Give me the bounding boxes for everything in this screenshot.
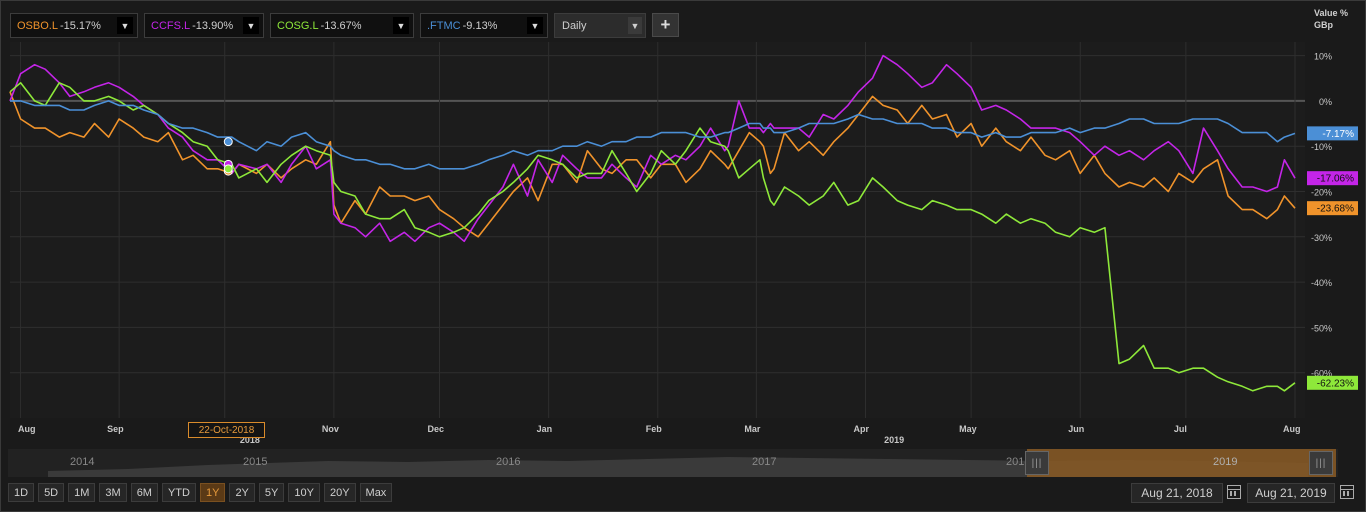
chevron-down-icon[interactable]: ▼ [527, 17, 543, 34]
y-tick-label: -20% [1311, 187, 1332, 197]
chart-toolbar: OSBO.L -15.17% ▼ CCFS.L -13.90% ▼ COSG.L… [10, 13, 679, 38]
crosshair-date-label: 22-Oct-2018 [188, 422, 265, 438]
x-tick-label: Apr [853, 424, 869, 434]
navigator-year: 2016 [496, 456, 521, 468]
ticker-osbo[interactable]: OSBO.L -15.17% ▼ [10, 13, 138, 38]
series-line-cosgl [9, 82, 1296, 392]
end-value-tag: -17.06% [1307, 171, 1358, 186]
range-button-10y[interactable]: 10Y [288, 483, 320, 502]
end-value-tag-bg [1307, 171, 1358, 186]
chevron-down-icon[interactable]: ▼ [393, 17, 409, 34]
ticker-change: -15.17% [59, 19, 101, 32]
end-value-label: -17.06% [1317, 174, 1354, 185]
crosshair-point [223, 164, 233, 174]
calendar-icon[interactable] [1340, 485, 1354, 499]
x-year-label: 2019 [884, 435, 904, 445]
ticker-symbol: .FTMC [427, 19, 461, 32]
y-tick-label: -50% [1311, 323, 1332, 333]
chevron-down-icon[interactable]: ▼ [117, 17, 133, 34]
navigator-left-handle[interactable]: ||| [1025, 451, 1049, 475]
y-tick-label: -30% [1311, 233, 1332, 243]
ticker-change: -9.13% [462, 19, 498, 32]
chevron-down-icon[interactable]: ▼ [628, 17, 642, 34]
x-tick-label: Mar [744, 424, 761, 434]
ticker-symbol: OSBO.L [17, 19, 58, 32]
range-button-ytd[interactable]: YTD [161, 483, 196, 502]
ticker-symbol: CCFS.L [151, 19, 191, 32]
x-year-label: 2018 [240, 435, 260, 445]
x-tick-label: Jul [1174, 424, 1187, 434]
range-button-1y[interactable]: 1Y [199, 483, 226, 502]
end-value-tag: -23.68% [1307, 201, 1358, 216]
end-value-label: -23.68% [1317, 204, 1354, 215]
navigator-year: 2017 [752, 456, 777, 468]
period-select[interactable]: Daily ▼ [554, 13, 646, 38]
end-date-field[interactable]: Aug 21, 2019 [1247, 483, 1335, 503]
navigator-year: 2014 [70, 456, 95, 468]
navigator-sparkline [48, 457, 1308, 477]
end-value-tag: -7.17% [1307, 126, 1358, 141]
end-value-label: -7.17% [1322, 129, 1354, 140]
start-date-field[interactable]: Aug 21, 2018 [1131, 483, 1223, 503]
ticker-change: -13.90% [192, 19, 234, 32]
navigator-selection[interactable] [1027, 449, 1336, 477]
y-tick-label: 0% [1319, 97, 1332, 107]
currency-label: GBp [1314, 20, 1333, 30]
series-line-ccfsl [9, 54, 1296, 243]
navigator-year: 2015 [243, 456, 268, 468]
ticker-ccfs[interactable]: CCFS.L -13.90% ▼ [144, 13, 264, 38]
navigator-right-handle[interactable]: ||| [1309, 451, 1333, 475]
end-value-tag-bg [1307, 375, 1358, 390]
ticker-symbol: COSG.L [277, 19, 319, 32]
x-tick-label: Dec [428, 424, 445, 434]
range-button-5y[interactable]: 5Y [258, 483, 285, 502]
value-label: Value % [1314, 8, 1349, 18]
range-buttons: 1D 5D 1M 3M 6M YTD 1Y 2Y 5Y 10Y 20Y Max [8, 483, 393, 502]
range-button-2y[interactable]: 2Y [229, 483, 255, 502]
navigator-year: 2018 [1006, 456, 1025, 468]
ticker-ftmc[interactable]: .FTMC -9.13% ▼ [420, 13, 548, 38]
range-button-1m[interactable]: 1M [68, 483, 96, 502]
add-series-button[interactable]: + [652, 13, 679, 37]
chevron-down-icon[interactable]: ▼ [243, 17, 259, 34]
x-tick-label: Aug [18, 424, 36, 434]
y-tick-label: 10% [1314, 52, 1332, 62]
range-button-6m[interactable]: 6M [130, 483, 158, 502]
crosshair-point [223, 137, 233, 147]
range-button-20y[interactable]: 20Y [323, 483, 356, 502]
x-tick-label: Aug [1283, 424, 1301, 434]
range-button-1d[interactable]: 1D [8, 483, 35, 502]
x-tick-label: May [959, 424, 977, 434]
end-value-label: -62.23% [1317, 378, 1354, 389]
range-button-3m[interactable]: 3M [99, 483, 127, 502]
range-button-5d[interactable]: 5D [38, 483, 65, 502]
x-tick-label: Sep [107, 424, 124, 434]
ticker-change: -13.67% [320, 19, 362, 32]
calendar-icon[interactable] [1227, 485, 1241, 499]
end-value-tag-bg [1307, 126, 1358, 141]
x-tick-label: Nov [322, 424, 339, 434]
range-button-max[interactable]: Max [359, 483, 393, 502]
x-tick-label: Jun [1068, 424, 1084, 434]
x-tick-label: Feb [646, 424, 663, 434]
end-value-tag: -62.23% [1307, 375, 1358, 390]
period-label: Daily [562, 19, 587, 32]
ticker-cosg[interactable]: COSG.L -13.67% ▼ [270, 13, 414, 38]
end-value-tag-bg [1307, 201, 1358, 216]
series-line-ftmc [10, 100, 1296, 170]
navigator-year: 2019 [1213, 456, 1238, 468]
x-tick-label: Jan [537, 424, 553, 434]
y-tick-label: -10% [1311, 142, 1332, 152]
y-tick-label: -40% [1311, 278, 1332, 288]
y-tick-label: -60% [1311, 369, 1332, 379]
axis-unit-label: Value % GBp [1314, 7, 1348, 31]
